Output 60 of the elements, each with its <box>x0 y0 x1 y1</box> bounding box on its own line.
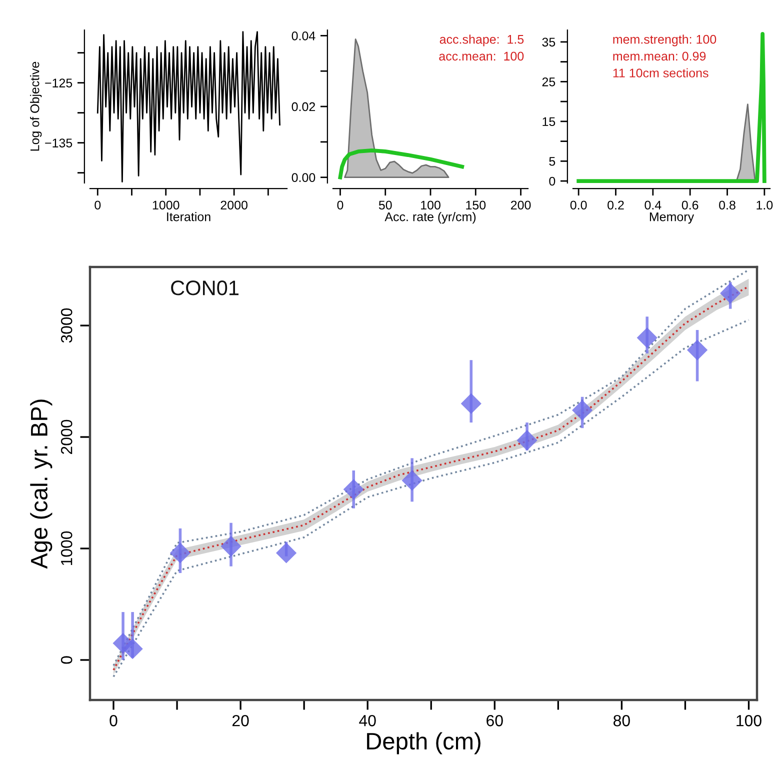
annotation: CON01 <box>171 280 238 296</box>
y-axis-title: Age (cal. yr. BP) <box>30 400 52 569</box>
annotation: 11 10cm sections <box>613 68 708 78</box>
x-tick-label: 0.8 <box>719 200 736 210</box>
point <box>516 430 538 451</box>
x-tick-label: 20 <box>232 715 249 726</box>
y-tick-label: 2000 <box>60 420 72 454</box>
x-tick-label: 0.6 <box>682 200 698 210</box>
x-tick-label: 40 <box>359 715 376 726</box>
x-tick-label: 80 <box>614 715 630 726</box>
x-tick-label: 0 <box>94 200 101 210</box>
line-series <box>338 148 464 180</box>
x-tick-label: 100 <box>421 200 440 210</box>
x-axis-title: Iteration <box>167 212 210 222</box>
y-axis-title: Log of Objective <box>30 62 42 151</box>
x-tick-label: 0.4 <box>644 200 662 210</box>
x-axis-title: Memory <box>650 212 694 224</box>
line-series <box>96 31 280 182</box>
y-tick-label: 5 <box>549 157 556 166</box>
point <box>686 340 708 360</box>
x-axis-title: Acc. rate (yr/cm) <box>384 212 476 224</box>
y-tick-label: 0.00 <box>292 173 316 182</box>
x-tick-label: 60 <box>486 715 503 726</box>
y-tick-label: 25 <box>542 77 556 86</box>
y-tick-label: 0 <box>60 656 72 664</box>
y-tick-label: 1000 <box>60 531 72 566</box>
x-tick-label: 1.0 <box>756 200 773 210</box>
annotation: mem.strength: 100 <box>613 34 716 46</box>
annotation: mem.mean: 0.99 <box>613 52 706 61</box>
point <box>122 638 143 660</box>
point <box>636 327 658 348</box>
y-tick-label: −125 <box>45 78 72 88</box>
x-tick-label: 150 <box>466 200 486 210</box>
point <box>170 542 191 564</box>
y-tick-label: 0.02 <box>292 102 316 112</box>
x-tick-label: 2000 <box>220 200 248 210</box>
y-tick-label: 35 <box>542 38 556 47</box>
point <box>276 542 297 564</box>
point <box>460 393 482 414</box>
y-tick-label: 0 <box>549 176 556 186</box>
x-tick-label: 0 <box>337 200 344 210</box>
point <box>220 536 242 557</box>
point <box>343 479 364 500</box>
point <box>572 400 593 421</box>
y-tick-label: 3000 <box>60 308 72 343</box>
point <box>720 282 741 304</box>
x-tick-label: 1000 <box>152 200 180 210</box>
annotation: acc.mean: 100 <box>439 52 524 61</box>
annotation: acc.shape: 1.5 <box>440 34 524 46</box>
x-tick-label: 0.0 <box>570 200 587 210</box>
x-tick-label: 0 <box>110 715 118 726</box>
x-tick-label: 200 <box>510 200 531 210</box>
x-axis-title: Depth (cm) <box>367 732 480 754</box>
y-tick-label: −135 <box>45 138 72 148</box>
x-tick-label: 0.2 <box>608 200 624 210</box>
x-tick-label: 50 <box>378 200 392 210</box>
y-tick-label: 15 <box>542 117 556 126</box>
point <box>402 470 422 491</box>
x-tick-label: 100 <box>736 715 762 726</box>
y-tick-label: 0.04 <box>292 31 316 40</box>
